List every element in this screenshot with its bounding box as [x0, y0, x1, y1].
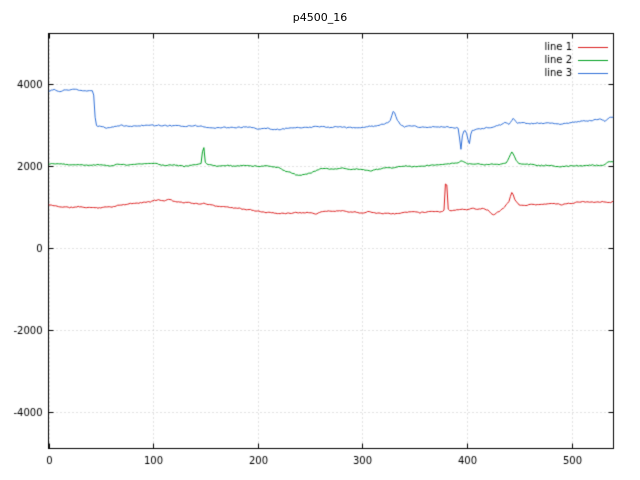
chart-title: p4500_16 [292, 11, 348, 24]
